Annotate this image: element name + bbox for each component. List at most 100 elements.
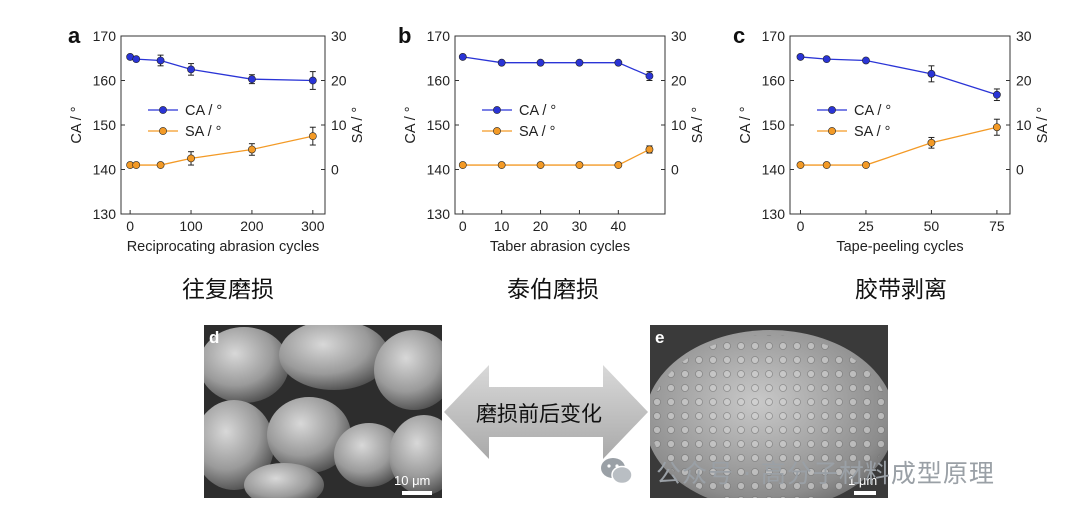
legend-marker-1: [159, 127, 167, 135]
yaxis-label-left-a: CA / °: [69, 106, 85, 143]
data-point: [308, 76, 317, 85]
legend-label-1: SA / °: [519, 124, 555, 140]
legend-label-1: SA / °: [185, 124, 221, 140]
arrow-label: 磨损前后变化: [476, 402, 602, 426]
wechat-icon: [601, 458, 633, 485]
series-line-1: [462, 148, 650, 166]
data-point: [796, 53, 805, 61]
data-point: [614, 58, 623, 67]
yaxis-label-right-c: SA / °: [1035, 107, 1051, 143]
ytick-label-left: 170: [427, 28, 451, 44]
xtick-label: 100: [179, 218, 203, 234]
ytick-label-left: 150: [93, 117, 117, 133]
legend-label-0: CA / °: [854, 103, 891, 119]
data-point: [927, 69, 936, 78]
series-line-0: [800, 56, 998, 96]
ytick-label-left: 130: [762, 206, 786, 222]
plot-frame-c: [789, 35, 1011, 215]
sem-image-e: e 1 μm: [650, 325, 888, 498]
data-point: [645, 72, 654, 80]
data-point: [156, 161, 165, 169]
legend-marker-0: [493, 106, 501, 114]
sem-texture-e: [650, 325, 888, 498]
ytick-label-right: 10: [671, 117, 687, 133]
legend-label-1: SA / °: [854, 124, 890, 140]
scale-bar-e: [854, 491, 876, 495]
panel-letter-a: a: [68, 23, 81, 48]
legend-marker-0: [828, 106, 836, 114]
ytick-label-right: 0: [331, 162, 339, 178]
ytick-label-left: 160: [427, 73, 451, 89]
ytick-label-left: 170: [762, 28, 786, 44]
xtick-label: 0: [126, 218, 134, 234]
ytick-label-right: 20: [1016, 73, 1032, 89]
caption-c: 胶带剥离: [855, 277, 947, 303]
double-arrow-icon: [444, 365, 648, 459]
ytick-label-left: 140: [762, 162, 786, 178]
data-point: [132, 55, 141, 64]
ytick-label-left: 150: [762, 117, 786, 133]
ytick-label-right: 30: [671, 28, 687, 44]
legend-marker-1: [828, 127, 836, 135]
data-point: [862, 161, 870, 169]
data-point: [575, 58, 584, 67]
xtick-label: 30: [572, 218, 588, 234]
data-point: [132, 161, 141, 169]
data-point: [497, 161, 506, 169]
scale-bar-d: [402, 491, 432, 495]
ytick-label-right: 30: [331, 28, 347, 44]
data-point: [993, 123, 1001, 132]
data-point: [927, 138, 936, 147]
xtick-label: 300: [301, 218, 325, 234]
legend-label-0: CA / °: [519, 103, 556, 119]
xaxis-label-a: Reciprocating abrasion cycles: [127, 239, 320, 255]
xtick-label: 0: [459, 218, 467, 234]
data-point: [187, 154, 195, 163]
legend-marker-0: [159, 106, 167, 114]
data-point: [248, 145, 256, 154]
yaxis-label-left-c: CA / °: [738, 106, 754, 143]
ytick-label-left: 140: [427, 162, 451, 178]
scale-label-d: 10 μm: [394, 473, 431, 488]
caption-a: 往复磨损: [182, 277, 274, 303]
data-point: [822, 161, 831, 169]
ytick-label-left: 140: [93, 162, 117, 178]
xtick-label: 75: [989, 218, 1005, 234]
data-point: [796, 161, 805, 169]
ytick-label-right: 10: [1016, 117, 1032, 133]
ytick-label-left: 130: [93, 206, 117, 222]
panel-letter-b: b: [398, 23, 411, 48]
scale-label-e: 1 μm: [848, 473, 878, 488]
watermark-text: 公众号 · 高分子材料成型原理: [656, 459, 995, 488]
sem-label-e: e: [655, 328, 665, 347]
yaxis-label-left-b: CA / °: [403, 106, 419, 143]
data-point: [458, 53, 467, 61]
data-point: [536, 161, 545, 169]
ytick-label-left: 160: [762, 73, 786, 89]
data-point: [248, 75, 256, 84]
ytick-label-left: 130: [427, 206, 451, 222]
ytick-label-right: 20: [331, 73, 347, 89]
data-point: [645, 145, 654, 154]
series-line-0: [462, 56, 650, 77]
ytick-label-left: 150: [427, 117, 451, 133]
xtick-label: 40: [611, 218, 627, 234]
xtick-label: 50: [924, 218, 940, 234]
data-point: [862, 56, 870, 65]
ytick-label-left: 160: [93, 73, 117, 89]
xaxis-label-b: Taber abrasion cycles: [490, 239, 630, 255]
ytick-label-right: 0: [1016, 162, 1024, 178]
ytick-label-right: 30: [1016, 28, 1032, 44]
data-point: [187, 65, 195, 74]
yaxis-label-right-b: SA / °: [690, 107, 706, 143]
ytick-label-right: 0: [671, 162, 679, 178]
data-point: [822, 55, 831, 64]
data-point: [497, 58, 506, 67]
sem-texture-d: [204, 325, 442, 498]
xtick-label: 10: [494, 218, 510, 234]
plot-frame-a: [120, 35, 326, 215]
data-point: [156, 56, 165, 65]
ytick-label-left: 170: [93, 28, 117, 44]
yaxis-label-right-a: SA / °: [350, 107, 366, 143]
